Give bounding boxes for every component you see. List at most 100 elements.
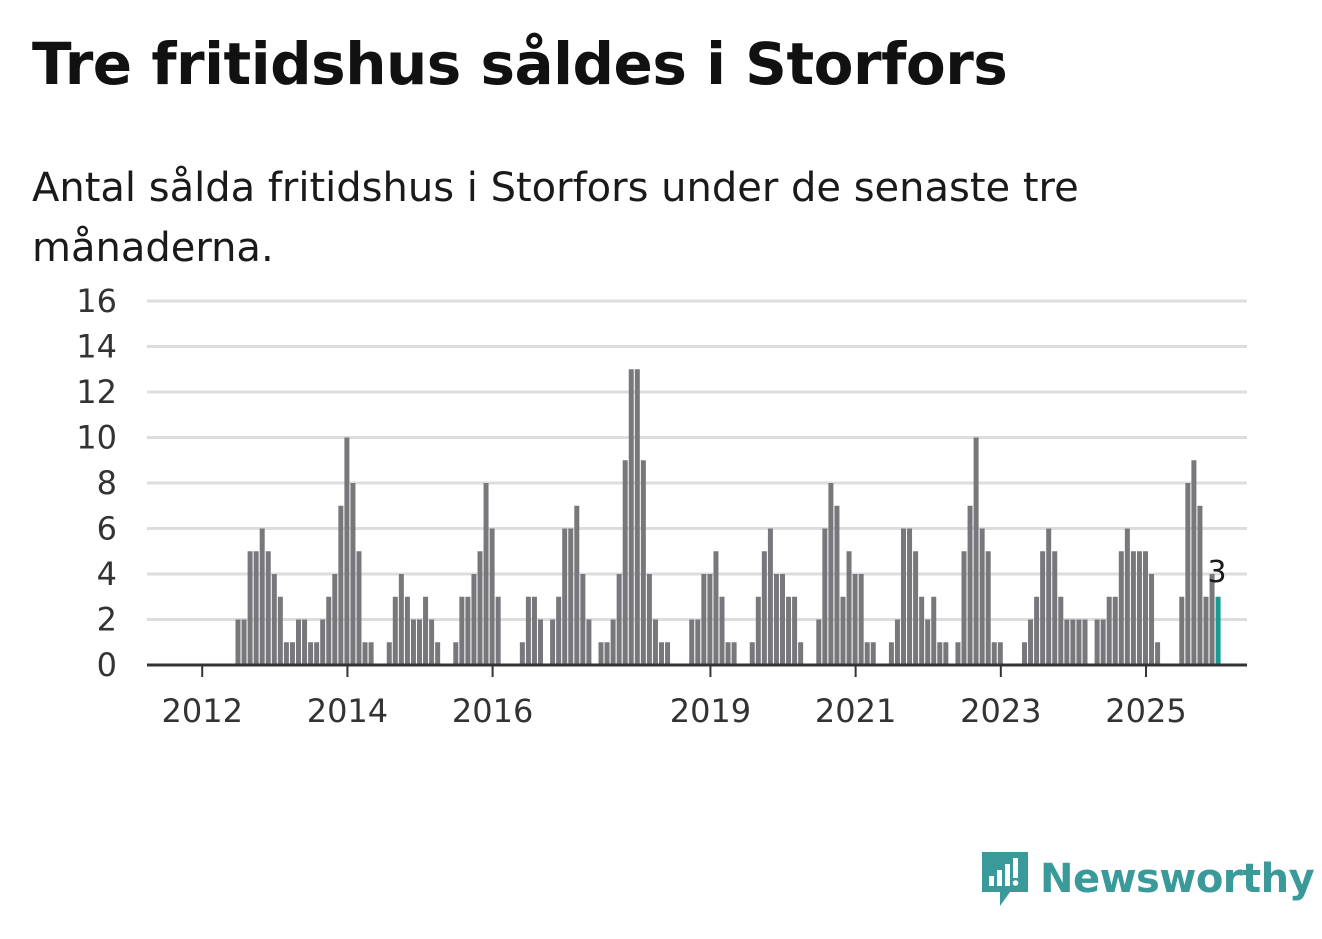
bar (822, 528, 828, 665)
bar (943, 642, 949, 665)
bar (1209, 574, 1215, 665)
bar (289, 642, 295, 665)
data-labels: 3 (1208, 555, 1227, 590)
bar (894, 619, 900, 665)
bar (767, 528, 773, 665)
bar (967, 505, 973, 665)
bar (453, 642, 459, 665)
bar (991, 642, 997, 665)
bar (525, 596, 531, 665)
bar (1094, 619, 1100, 665)
bar (792, 596, 798, 665)
bar (816, 619, 822, 665)
bar (398, 574, 404, 665)
bar (283, 642, 289, 665)
bar (985, 551, 991, 665)
bar (1179, 596, 1185, 665)
bar (320, 619, 326, 665)
bars (235, 369, 1221, 665)
bar (780, 574, 785, 665)
y-axis-labels: 0 2 4 6 8 10 12 14 16 (76, 282, 117, 684)
bar (368, 642, 374, 665)
bar (828, 483, 834, 665)
bar (937, 642, 943, 665)
bar (888, 642, 894, 665)
bar (834, 505, 840, 665)
bar (858, 574, 864, 665)
bar (604, 642, 610, 665)
bar (1034, 596, 1040, 665)
bar (1112, 596, 1118, 665)
gridlines (147, 299, 1247, 621)
bar (1076, 619, 1082, 665)
bar (332, 574, 338, 665)
chart-subtitle: Antal sålda fritidshus i Storfors under … (32, 165, 1079, 271)
bar (1082, 619, 1088, 665)
bar (235, 619, 241, 665)
bar (302, 619, 308, 665)
bar (659, 642, 664, 665)
data-label: 3 (1208, 555, 1227, 590)
y-tick-label: 0 (97, 646, 117, 684)
bar (531, 596, 537, 665)
bar (410, 619, 416, 665)
bar (713, 551, 719, 665)
y-tick-label: 16 (76, 282, 117, 320)
bar (701, 574, 707, 665)
bar (429, 619, 435, 665)
bar (1191, 460, 1197, 665)
bar (308, 642, 314, 665)
bar (562, 528, 568, 665)
bar (628, 369, 634, 665)
brand-name: Newsworthy (1040, 856, 1315, 902)
bar (997, 642, 1003, 665)
bar (326, 596, 332, 665)
bar (538, 619, 543, 665)
bar (689, 619, 695, 665)
bar (435, 642, 441, 665)
bar (314, 642, 320, 665)
bar (265, 551, 271, 665)
bar (719, 596, 725, 665)
bar (919, 596, 925, 665)
x-tick-label: 2019 (670, 692, 751, 730)
bar (1203, 596, 1209, 665)
bar (1118, 551, 1124, 665)
bar (913, 551, 919, 665)
bar (477, 551, 483, 665)
bar (979, 528, 985, 665)
bar (665, 642, 671, 665)
bar (1136, 551, 1142, 665)
bar (1022, 642, 1027, 665)
bar (459, 596, 465, 665)
bar (1070, 619, 1076, 665)
bar (253, 551, 259, 665)
bar (864, 642, 870, 665)
bar (277, 596, 283, 665)
y-tick-label: 8 (97, 464, 117, 502)
bar (1046, 528, 1052, 665)
bar (1185, 483, 1191, 665)
bar (338, 505, 344, 665)
bar (271, 574, 277, 665)
bar (931, 596, 937, 665)
bar (259, 528, 265, 665)
bar (556, 596, 562, 665)
bar (646, 574, 652, 665)
bar (550, 619, 556, 665)
x-tick-label: 2025 (1105, 692, 1186, 730)
bar (386, 642, 392, 665)
bar (350, 483, 356, 665)
y-tick-label: 2 (97, 601, 117, 639)
bar (973, 437, 979, 665)
bar (489, 528, 495, 665)
bar (840, 596, 846, 665)
bar (344, 437, 350, 665)
bar (1064, 619, 1070, 665)
bar (634, 369, 640, 665)
bar (1124, 528, 1130, 665)
newsworthy-logo-icon (982, 852, 1028, 906)
bar (392, 596, 398, 665)
bar (471, 574, 477, 665)
bar (519, 642, 525, 665)
